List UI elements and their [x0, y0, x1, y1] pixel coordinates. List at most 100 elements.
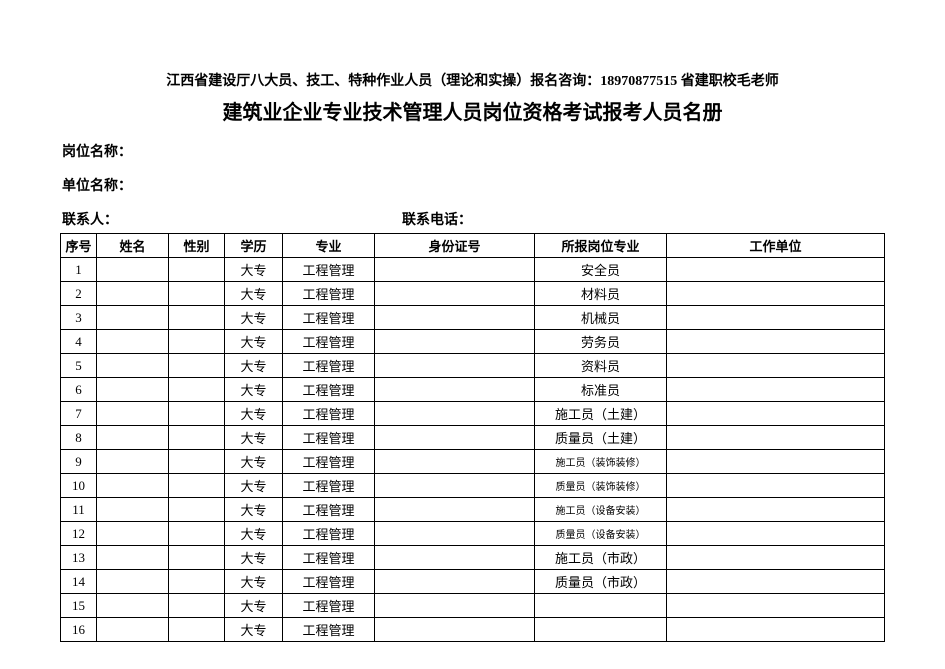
table-row: 8大专工程管理质量员（土建）: [61, 426, 885, 450]
cell-major: 工程管理: [283, 522, 375, 546]
cell-unit: [667, 498, 885, 522]
table-row: 13大专工程管理施工员（市政）: [61, 546, 885, 570]
cell-name: [97, 594, 169, 618]
cell-name: [97, 618, 169, 642]
contact-person-field: 联系人：: [62, 209, 402, 229]
table-row: 10大专工程管理质量员（装饰装修）: [61, 474, 885, 498]
col-header-major: 专业: [283, 234, 375, 258]
cell-edu: 大专: [225, 354, 283, 378]
cell-gender: [169, 354, 225, 378]
cell-id: [375, 426, 535, 450]
cell-edu: 大专: [225, 522, 283, 546]
cell-major: 工程管理: [283, 450, 375, 474]
cell-seq: 7: [61, 402, 97, 426]
contact-phone-field: 联系电话：: [402, 209, 885, 229]
cell-name: [97, 306, 169, 330]
cell-edu: 大专: [225, 330, 283, 354]
col-header-name: 姓名: [97, 234, 169, 258]
cell-seq: 4: [61, 330, 97, 354]
cell-seq: 9: [61, 450, 97, 474]
cell-seq: 16: [61, 618, 97, 642]
cell-gender: [169, 474, 225, 498]
cell-seq: 5: [61, 354, 97, 378]
cell-seq: 1: [61, 258, 97, 282]
table-row: 5大专工程管理资料员: [61, 354, 885, 378]
header-title: 建筑业企业专业技术管理人员岗位资格考试报考人员名册: [60, 96, 885, 125]
cell-id: [375, 618, 535, 642]
cell-position: 质量员（土建）: [535, 426, 667, 450]
cell-position: 质量员（设备安装）: [535, 522, 667, 546]
cell-id: [375, 306, 535, 330]
cell-position: 材料员: [535, 282, 667, 306]
cell-name: [97, 282, 169, 306]
cell-id: [375, 258, 535, 282]
cell-gender: [169, 378, 225, 402]
table-row: 15大专工程管理: [61, 594, 885, 618]
cell-gender: [169, 330, 225, 354]
cell-seq: 2: [61, 282, 97, 306]
table-row: 11大专工程管理施工员（设备安装）: [61, 498, 885, 522]
cell-edu: 大专: [225, 594, 283, 618]
cell-unit: [667, 378, 885, 402]
col-header-seq: 序号: [61, 234, 97, 258]
cell-id: [375, 498, 535, 522]
cell-position: 劳务员: [535, 330, 667, 354]
cell-unit: [667, 546, 885, 570]
table-row: 7大专工程管理施工员（土建）: [61, 402, 885, 426]
cell-position: 施工员（装饰装修）: [535, 450, 667, 474]
table-header-row: 序号 姓名 性别 学历 专业 身份证号 所报岗位专业 工作单位: [61, 234, 885, 258]
cell-position: 施工员（设备安装）: [535, 498, 667, 522]
cell-gender: [169, 546, 225, 570]
cell-id: [375, 570, 535, 594]
cell-name: [97, 378, 169, 402]
cell-major: 工程管理: [283, 330, 375, 354]
cell-name: [97, 546, 169, 570]
cell-id: [375, 378, 535, 402]
table-row: 16大专工程管理: [61, 618, 885, 642]
cell-position: 施工员（市政）: [535, 546, 667, 570]
cell-major: 工程管理: [283, 474, 375, 498]
cell-major: 工程管理: [283, 378, 375, 402]
cell-name: [97, 498, 169, 522]
cell-major: 工程管理: [283, 306, 375, 330]
cell-major: 工程管理: [283, 618, 375, 642]
cell-id: [375, 330, 535, 354]
cell-seq: 3: [61, 306, 97, 330]
cell-name: [97, 330, 169, 354]
cell-major: 工程管理: [283, 426, 375, 450]
cell-major: 工程管理: [283, 258, 375, 282]
position-name-field: 岗位名称：: [60, 141, 885, 161]
cell-name: [97, 570, 169, 594]
cell-seq: 6: [61, 378, 97, 402]
cell-position: 机械员: [535, 306, 667, 330]
cell-unit: [667, 570, 885, 594]
cell-unit: [667, 522, 885, 546]
cell-seq: 14: [61, 570, 97, 594]
cell-unit: [667, 426, 885, 450]
cell-position: [535, 594, 667, 618]
cell-name: [97, 522, 169, 546]
cell-id: [375, 402, 535, 426]
cell-major: 工程管理: [283, 594, 375, 618]
cell-id: [375, 594, 535, 618]
cell-seq: 13: [61, 546, 97, 570]
table-row: 4 大专工程管理 劳务员: [61, 330, 885, 354]
cell-edu: 大专: [225, 450, 283, 474]
cell-gender: [169, 522, 225, 546]
cell-id: [375, 522, 535, 546]
cell-major: 工程管理: [283, 498, 375, 522]
cell-gender: [169, 570, 225, 594]
table-row: 14大专工程管理质量员（市政）: [61, 570, 885, 594]
cell-major: 工程管理: [283, 354, 375, 378]
cell-gender: [169, 594, 225, 618]
cell-major: 工程管理: [283, 402, 375, 426]
cell-unit: [667, 474, 885, 498]
table-row: 6大专工程管理标准员: [61, 378, 885, 402]
cell-position: 质量员（市政）: [535, 570, 667, 594]
table-row: 12大专工程管理质量员（设备安装）: [61, 522, 885, 546]
header-subtitle: 江西省建设厅八大员、技工、特种作业人员（理论和实操）报名咨询：189708775…: [60, 70, 885, 90]
cell-edu: 大专: [225, 402, 283, 426]
cell-edu: 大专: [225, 474, 283, 498]
cell-name: [97, 474, 169, 498]
cell-unit: [667, 258, 885, 282]
